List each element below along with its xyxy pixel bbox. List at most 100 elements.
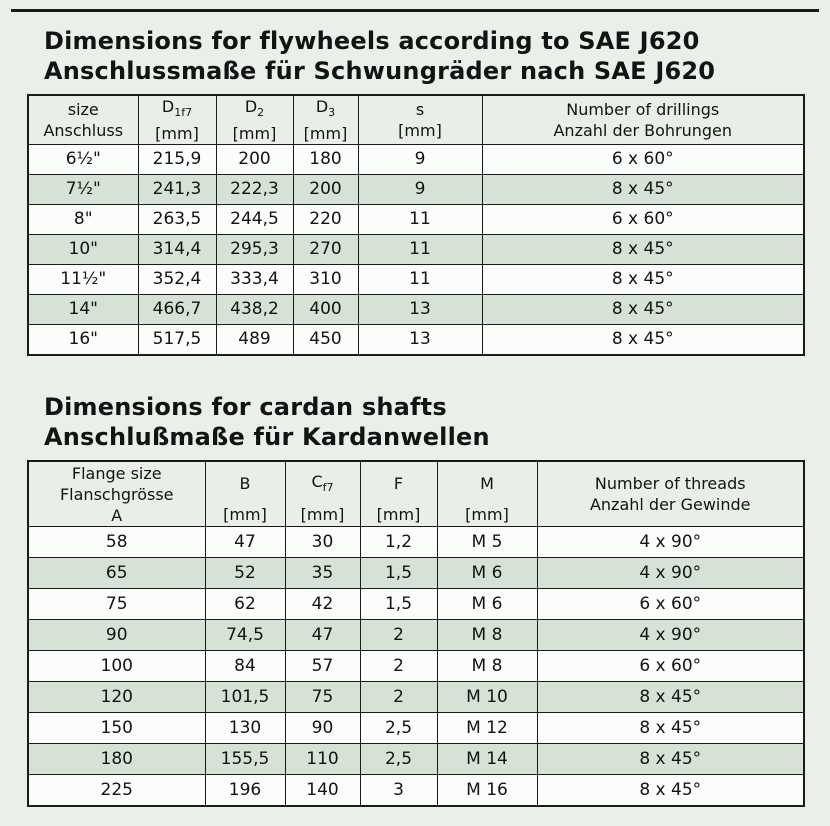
cell-s: 11 <box>357 204 483 235</box>
cell-flange-size: 120 <box>27 681 206 713</box>
cell-s: 11 <box>357 234 483 265</box>
cell-d3: 450 <box>292 324 359 356</box>
cell-flange-size: 65 <box>27 557 206 589</box>
cell-d1: 241,3 <box>137 174 217 205</box>
flywheel-col-s-symbol: s <box>415 100 425 119</box>
cardan-col-threads-en: Number of threads <box>594 474 746 493</box>
cell-drillings: 8 x 45° <box>481 294 805 325</box>
cell-flange-size: 150 <box>27 712 206 744</box>
cell-threads: 4 x 90° <box>536 526 805 558</box>
cell-threads: 6 x 60° <box>536 650 805 682</box>
top-rule <box>11 9 819 12</box>
flywheel-title-en: Dimensions for flywheels according to SA… <box>44 27 700 55</box>
cell-d2: 438,2 <box>215 294 294 325</box>
cell-c: 140 <box>284 774 361 807</box>
table-row: 7½" 241,3 222,3 200 9 8 x 45° <box>27 174 805 205</box>
flywheel-col-d1-symbol: D1f7 <box>161 96 193 120</box>
cell-threads: 8 x 45° <box>536 712 805 744</box>
flywheel-header-row: size Anschluss D1f7 [mm] D2 [mm] <box>27 94 805 145</box>
cell-b: 196 <box>204 774 286 807</box>
cell-f: 3 <box>359 774 438 807</box>
cell-c: 47 <box>284 619 361 651</box>
cell-threads: 8 x 45° <box>536 774 805 807</box>
table-row: 8" 263,5 244,5 220 11 6 x 60° <box>27 204 805 235</box>
table-row: 180 155,5 110 2,5 M 14 8 x 45° <box>27 743 805 775</box>
cell-m: M 5 <box>436 526 538 558</box>
cell-d2: 222,3 <box>215 174 294 205</box>
cell-d3: 270 <box>292 234 359 265</box>
cell-s: 13 <box>357 324 483 356</box>
cell-b: 62 <box>204 588 286 620</box>
cell-f: 2 <box>359 650 438 682</box>
table-row: 58 47 30 1,2 M 5 4 x 90° <box>27 526 805 558</box>
flywheel-col-d2: D2 [mm] <box>215 94 294 145</box>
cell-d3: 310 <box>292 264 359 295</box>
flywheel-col-drillings: Number of drillings Anzahl der Bohrungen <box>481 94 805 145</box>
cardan-col-flange-de: Flanschgrösse <box>59 484 174 504</box>
cell-f: 2,5 <box>359 712 438 744</box>
cell-flange-size: 75 <box>27 588 206 620</box>
cell-size: 14" <box>27 294 139 325</box>
cell-size: 16" <box>27 324 139 356</box>
cardan-header-row: Flange size Flanschgrösse A B [mm] <box>27 460 805 527</box>
cell-d1: 263,5 <box>137 204 217 235</box>
cell-flange-size: 58 <box>27 526 206 558</box>
flywheel-title-de: Anschlussmaße für Schwungräder nach SAE … <box>44 57 716 85</box>
cell-b: 52 <box>204 557 286 589</box>
cell-m: M 6 <box>436 588 538 620</box>
flywheel-col-size: size Anschluss <box>27 94 139 145</box>
flywheel-col-s-unit: [mm] <box>398 121 442 140</box>
cell-m: M 14 <box>436 743 538 775</box>
page: Dimensions for flywheels according to SA… <box>0 9 830 826</box>
cell-s: 9 <box>357 144 483 175</box>
cell-s: 11 <box>357 264 483 295</box>
cell-drillings: 8 x 45° <box>481 234 805 265</box>
cell-f: 2 <box>359 681 438 713</box>
cell-size: 7½" <box>27 174 139 205</box>
cell-d1: 314,4 <box>137 234 217 265</box>
cell-d2: 244,5 <box>215 204 294 235</box>
cell-c: 90 <box>284 712 361 744</box>
table-row: 65 52 35 1,5 M 6 4 x 90° <box>27 557 805 589</box>
cell-f: 1,2 <box>359 526 438 558</box>
cell-c: 75 <box>284 681 361 713</box>
cardan-col-threads-de: Anzahl der Gewinde <box>589 495 751 514</box>
cell-d2: 333,4 <box>215 264 294 295</box>
flywheel-col-drillings-en: Number of drillings <box>566 100 720 119</box>
cardan-col-c: Cf7 [mm] <box>284 460 361 527</box>
cell-d3: 200 <box>292 174 359 205</box>
cell-d2: 489 <box>215 324 294 356</box>
cardan-title-en: Dimensions for cardan shafts <box>44 393 447 421</box>
cell-m: M 12 <box>436 712 538 744</box>
cell-threads: 6 x 60° <box>536 588 805 620</box>
cell-m: M 10 <box>436 681 538 713</box>
cell-d2: 200 <box>215 144 294 175</box>
table-row: 75 62 42 1,5 M 6 6 x 60° <box>27 588 805 620</box>
flywheel-col-d3-symbol: D3 <box>315 96 336 120</box>
cell-b: 101,5 <box>204 681 286 713</box>
cell-size: 8" <box>27 204 139 235</box>
cell-flange-size: 180 <box>27 743 206 775</box>
cell-c: 35 <box>284 557 361 589</box>
cell-b: 155,5 <box>204 743 286 775</box>
flywheel-title: Dimensions for flywheels according to SA… <box>44 26 830 86</box>
cell-drillings: 8 x 45° <box>481 174 805 205</box>
cell-b: 130 <box>204 712 286 744</box>
cell-drillings: 8 x 45° <box>481 324 805 356</box>
cardan-col-f-symbol: F <box>393 473 404 493</box>
cell-d1: 352,4 <box>137 264 217 295</box>
table-row: 150 130 90 2,5 M 12 8 x 45° <box>27 712 805 744</box>
cardan-col-b-symbol: B <box>239 473 251 493</box>
cell-m: M 8 <box>436 619 538 651</box>
cell-m: M 6 <box>436 557 538 589</box>
cell-c: 57 <box>284 650 361 682</box>
flywheel-col-d3: D3 [mm] <box>292 94 359 145</box>
cardan-col-flange-en: Flange size <box>71 463 162 483</box>
cell-s: 9 <box>357 174 483 205</box>
cardan-col-c-symbol: Cf7 <box>311 471 334 495</box>
cell-b: 47 <box>204 526 286 558</box>
cell-f: 1,5 <box>359 557 438 589</box>
cardan-col-m-symbol: M <box>480 473 494 493</box>
flywheel-col-d1: D1f7 [mm] <box>137 94 217 145</box>
cardan-title-de: Anschlußmaße für Kardanwellen <box>44 423 490 451</box>
